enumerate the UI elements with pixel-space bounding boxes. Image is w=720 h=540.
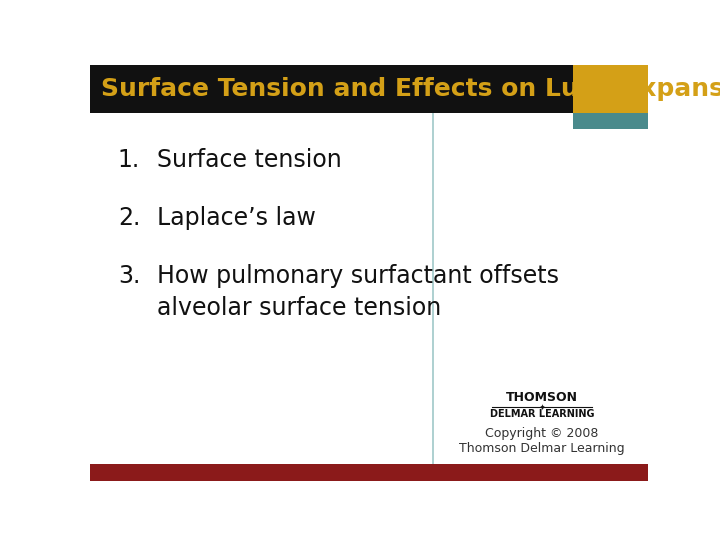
Bar bbox=[90, 464, 648, 481]
Text: Surface tension: Surface tension bbox=[157, 148, 342, 172]
Text: DELMAR LEARNING: DELMAR LEARNING bbox=[490, 409, 594, 419]
Text: 2.: 2. bbox=[118, 206, 140, 230]
Text: How pulmonary surfactant offsets
alveolar surface tension: How pulmonary surfactant offsets alveola… bbox=[157, 265, 559, 320]
Text: ✦: ✦ bbox=[539, 402, 546, 411]
Text: Surface Tension and Effects on Lung Expansion: Surface Tension and Effects on Lung Expa… bbox=[101, 77, 720, 100]
Bar bbox=[572, 113, 648, 129]
Text: Copyright © 2008
Thomson Delmar Learning: Copyright © 2008 Thomson Delmar Learning bbox=[459, 427, 625, 455]
Text: 1.: 1. bbox=[118, 148, 140, 172]
Bar bbox=[572, 65, 648, 113]
Text: 3.: 3. bbox=[118, 265, 140, 288]
Bar bbox=[90, 65, 648, 113]
Text: THOMSON: THOMSON bbox=[506, 391, 578, 404]
Text: Laplace’s law: Laplace’s law bbox=[157, 206, 316, 230]
